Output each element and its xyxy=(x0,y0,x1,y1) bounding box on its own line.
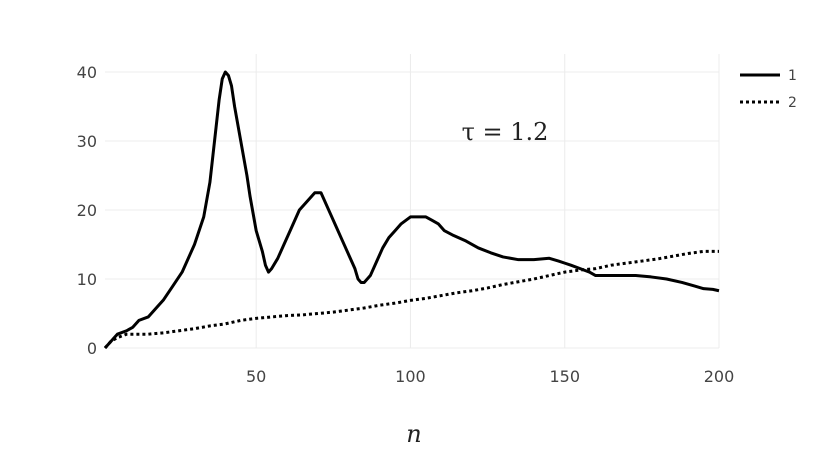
x-tick-label: 100 xyxy=(395,367,426,386)
plot-area xyxy=(103,70,720,349)
x-axis-label: n xyxy=(406,420,421,448)
legend: 1 2 xyxy=(740,68,797,111)
y-tick-label: 0 xyxy=(87,339,97,358)
y-tick-label: 40 xyxy=(77,63,97,82)
x-tick-label: 150 xyxy=(549,367,580,386)
series-line-2 xyxy=(103,249,719,349)
y-tick-label: 30 xyxy=(77,132,97,151)
axis-ticks: 0 10 20 30 40 50 100 150 200 xyxy=(77,63,735,386)
series-line-1 xyxy=(103,70,720,349)
x-tick-label: 200 xyxy=(704,367,735,386)
legend-label-2: 2 xyxy=(788,95,797,111)
y-tick-label: 20 xyxy=(77,201,97,220)
x-tick-label: 50 xyxy=(246,367,266,386)
grid xyxy=(105,54,720,349)
legend-label-1: 1 xyxy=(788,68,797,84)
y-tick-label: 10 xyxy=(77,270,97,289)
tau-annotation: τ = 1.2 xyxy=(462,118,549,146)
